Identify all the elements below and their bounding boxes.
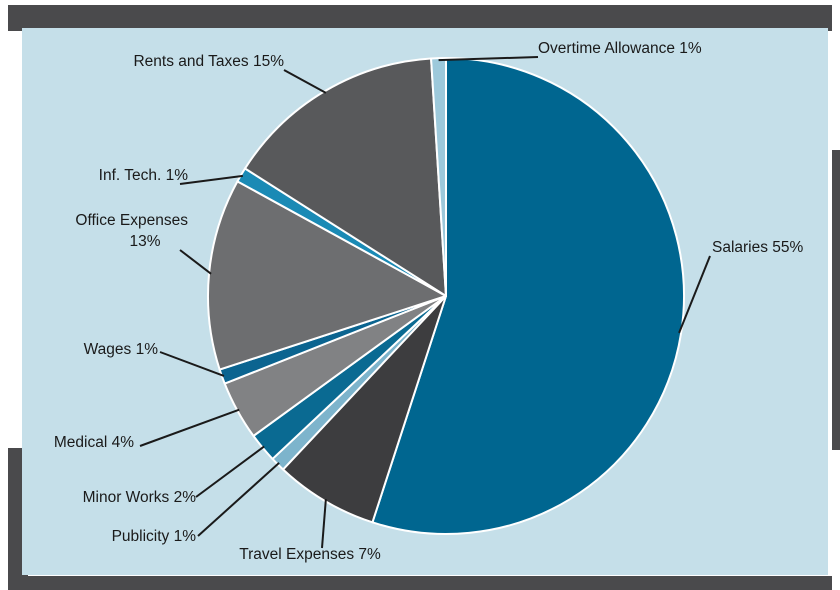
pie-slices xyxy=(207,57,685,535)
frame-right-bar xyxy=(832,150,840,450)
leader-line xyxy=(197,462,280,537)
leader-lines xyxy=(139,56,711,549)
slice-label: Rents and Taxes 15% xyxy=(133,53,284,70)
slice-label-line: 13% xyxy=(129,233,160,250)
leader-line xyxy=(438,56,539,62)
leader-line xyxy=(139,408,240,447)
leader-line xyxy=(678,255,711,334)
pie-slice xyxy=(430,57,447,297)
leader-line xyxy=(179,249,212,275)
slice-label: Medical 4% xyxy=(54,434,134,451)
frame-bottom-bar xyxy=(8,576,832,590)
slice-label: Overtime Allowance 1% xyxy=(538,40,702,57)
slice-label: Minor Works 2% xyxy=(83,489,197,506)
leader-line xyxy=(179,174,243,185)
leader-line xyxy=(195,445,265,498)
pie-slice xyxy=(207,180,447,371)
leader-line xyxy=(321,499,327,549)
leader-line xyxy=(159,351,225,377)
pie-slice xyxy=(371,57,685,535)
slice-label: Wages 1% xyxy=(84,341,159,358)
slice-labels: Salaries 55% Travel Expenses 7% Publicity … xyxy=(54,40,804,563)
slice-label-line: Office Expenses xyxy=(75,212,188,229)
slice-label: Travel Expenses 7% xyxy=(239,546,381,563)
slice-label: Salaries 55% xyxy=(712,239,804,256)
leader-line xyxy=(283,69,327,94)
frame-top-bar xyxy=(8,5,832,31)
slice-label: Publicity 1% xyxy=(112,528,197,545)
pie-slice xyxy=(244,57,447,297)
slice-label: Inf. Tech. 1% xyxy=(99,167,189,184)
slice-label: Office Expenses 13% xyxy=(75,212,188,250)
